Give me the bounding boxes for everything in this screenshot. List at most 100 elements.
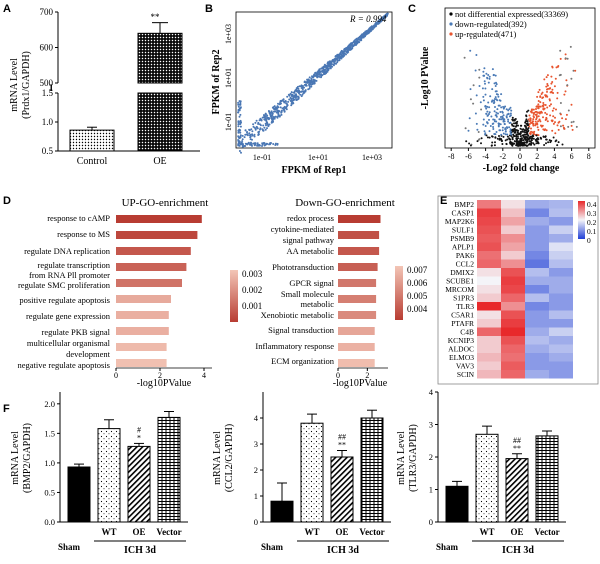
panel-b-point xyxy=(361,33,364,36)
panel-c-point xyxy=(562,124,565,127)
panel-e-cell xyxy=(477,319,501,328)
panel-c-point xyxy=(527,134,530,137)
panel-e-gene-label: C5AR1 xyxy=(451,311,474,320)
panel-a-category-oe: OE xyxy=(153,156,166,167)
panel-c-point xyxy=(496,99,499,102)
panel-c-point xyxy=(542,103,545,106)
panel-c-point xyxy=(537,128,540,131)
panel-b-point xyxy=(239,125,242,128)
panel-c-point xyxy=(503,122,506,125)
panel-c-point xyxy=(475,54,478,56)
panel-c-point xyxy=(469,88,472,91)
panel-c-point xyxy=(550,75,553,78)
panel-b-point xyxy=(258,144,261,147)
panel-c-point xyxy=(511,118,514,121)
panel-b-scatter-points xyxy=(237,12,389,154)
panel-c-point xyxy=(552,107,555,110)
panel-b-point xyxy=(311,81,314,84)
panel-b-point xyxy=(360,37,363,40)
panel-c-point xyxy=(507,109,510,112)
panel-c-point xyxy=(498,118,501,121)
panel-b-point xyxy=(276,109,279,112)
panel-c-point xyxy=(493,98,496,100)
panel-c-point xyxy=(552,136,555,139)
panel-e-cell xyxy=(501,276,525,285)
panel-a-bar-oe-upper xyxy=(137,32,183,84)
panel-b-point xyxy=(238,100,241,103)
panel-c-point xyxy=(507,118,510,121)
panel-c-point xyxy=(530,141,533,144)
panel-f-bar xyxy=(300,422,324,523)
panel-b-point xyxy=(237,131,240,134)
panel-c-point xyxy=(539,96,542,98)
panel-b-point xyxy=(272,143,275,145)
panel-c-point xyxy=(544,128,547,131)
panel-c-point xyxy=(500,133,503,136)
panel-c-point xyxy=(532,124,535,127)
panel-b-point xyxy=(304,84,307,87)
panel-c-point xyxy=(534,120,537,123)
panel-c-point xyxy=(551,66,554,69)
panel-b-point xyxy=(290,91,293,94)
panel-d-up-xtick-label: 2 xyxy=(158,371,162,380)
panel-c-point xyxy=(502,114,505,117)
panel-f-ytick-label: 0.5 xyxy=(44,487,55,497)
panel-c-point xyxy=(485,112,488,115)
panel-e-cell xyxy=(477,259,501,268)
panel-c-point xyxy=(490,144,493,147)
panel-c-point xyxy=(509,140,512,143)
panel-c-point xyxy=(487,81,490,84)
panel-c-point xyxy=(532,115,535,118)
panel-c-point xyxy=(484,87,487,90)
panel-f-category-label: Sham xyxy=(261,542,284,552)
panel-f-bar xyxy=(535,435,559,523)
panel-c-point xyxy=(517,140,519,143)
panel-c-point xyxy=(504,130,507,133)
panel-b-ytick-1: 1e-01 xyxy=(224,113,233,131)
panel-b-point xyxy=(296,85,299,88)
panel-e-cell xyxy=(525,242,549,251)
panel-c-point xyxy=(472,102,475,105)
panel-c-point xyxy=(515,135,518,138)
panel-c-point xyxy=(561,117,564,120)
panel-b-point xyxy=(247,142,250,145)
panel-f-category-label: Vector xyxy=(359,527,384,537)
panel-b-point xyxy=(282,98,285,101)
panel-b-point xyxy=(291,101,294,104)
panel-c-point xyxy=(494,133,497,136)
panel-b-point xyxy=(345,50,348,53)
panel-b-point xyxy=(245,133,248,136)
panel-b-point xyxy=(277,106,280,109)
panel-c-point xyxy=(511,136,514,139)
panel-b-point xyxy=(292,98,295,101)
panel-c-point xyxy=(464,127,467,130)
panel-b-point xyxy=(258,119,261,122)
panel-b-point xyxy=(238,144,241,147)
panel-c-point xyxy=(535,140,538,142)
panel-c-point xyxy=(535,115,538,118)
panel-c-point xyxy=(519,124,522,127)
panel-c-point xyxy=(501,129,504,132)
panel-letter-b: B xyxy=(205,3,213,15)
panel-c-point xyxy=(530,127,532,130)
panel-c-point xyxy=(482,118,485,121)
panel-b-point xyxy=(266,116,268,119)
panel-b-point xyxy=(324,72,327,75)
panel-b-point xyxy=(382,17,385,20)
panel-e-cell xyxy=(501,336,525,345)
panel-c-point xyxy=(537,142,540,145)
panel-d-down-term: Xenobiotic metabolic xyxy=(261,310,335,320)
panel-b-point xyxy=(347,48,350,51)
panel-c-point xyxy=(572,120,575,123)
panel-c-point xyxy=(540,125,543,128)
panel-c-point xyxy=(486,110,489,113)
panel-c-point xyxy=(538,119,541,121)
panel-d-down-bar xyxy=(338,215,381,223)
panel-c-point xyxy=(546,74,549,77)
panel-b-point xyxy=(239,107,242,110)
panel-c-point xyxy=(565,113,568,116)
panel-b-point xyxy=(285,102,288,105)
panel-d-down-legend-4: 0.004 xyxy=(407,304,428,314)
panel-b-point xyxy=(297,95,300,98)
